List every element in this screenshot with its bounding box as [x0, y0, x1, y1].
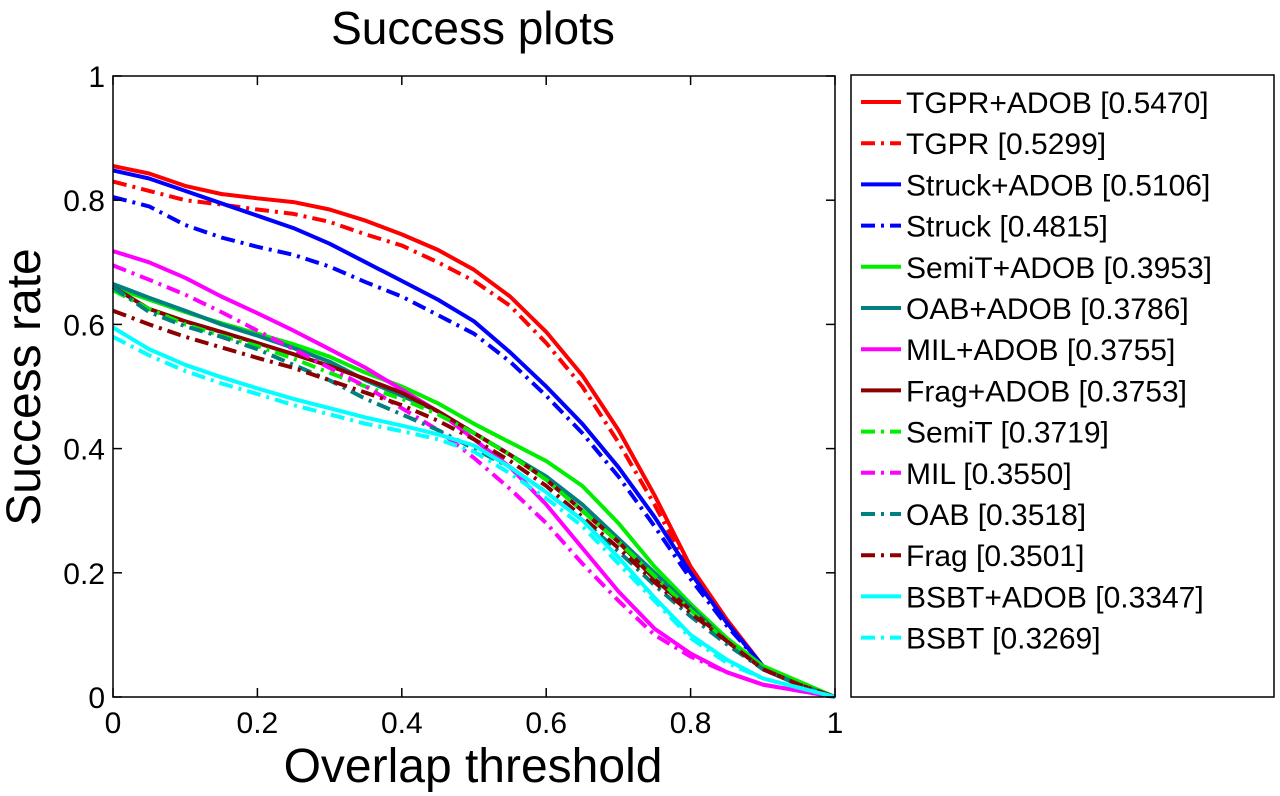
- plot-border: [112, 75, 836, 698]
- series-line-12: [111, 325, 836, 699]
- y-tick-label: 0: [88, 682, 105, 715]
- series-line-8: [112, 288, 836, 699]
- chart-title: Success plots: [331, 2, 615, 54]
- legend: TGPR+ADOB [0.5470] TGPR [0.5299] Struck+AD…: [850, 74, 1275, 698]
- x-tick-label: 0.8: [670, 707, 712, 740]
- x-tick-label: 0: [105, 707, 122, 740]
- legend-label-4: SemiT+ADOB [0.3953]: [906, 252, 1212, 285]
- x-tick-label: 0.6: [525, 707, 567, 740]
- axis-ticks: 0 0.2 0.4 0.6 0.8 1 0 0.2 0.4 0.6 0.8 1: [63, 61, 843, 740]
- series-line-11: [112, 308, 836, 699]
- legend-label-6: MIL+ADOB [0.3755]: [906, 334, 1175, 367]
- legend-label-12: BSBT+ADOB [0.3347]: [906, 581, 1204, 614]
- y-tick-label: 0.2: [63, 558, 105, 591]
- series-line-2: [112, 168, 836, 699]
- y-tick-label: 0.4: [63, 434, 105, 467]
- series-line-13: [112, 335, 836, 699]
- legend-label-9: MIL [0.3550]: [906, 458, 1072, 491]
- legend-label-7: Frag+ADOB [0.3753]: [906, 375, 1187, 408]
- legend-label-5: OAB+ADOB [0.3786]: [906, 293, 1189, 326]
- legend-label-11: Frag [0.3501]: [906, 540, 1084, 573]
- x-axis-title: Overlap threshold: [284, 740, 663, 793]
- legend-label-10: OAB [0.3518]: [906, 499, 1086, 532]
- series-line-9: [112, 263, 836, 699]
- legend-label-0: TGPR+ADOB [0.5470]: [906, 87, 1209, 120]
- x-tick-label: 1: [827, 707, 844, 740]
- legend-label-13: BSBT [0.3269]: [906, 623, 1101, 656]
- legend-box: [850, 74, 1275, 698]
- series-line-3: [112, 195, 836, 699]
- y-tick-label: 0.6: [63, 309, 105, 342]
- series-line-0: [112, 164, 836, 699]
- plot-frame: [112, 75, 836, 698]
- legend-label-3: Struck [0.4815]: [906, 211, 1108, 244]
- legend-label-1: TGPR [0.5299]: [906, 128, 1106, 161]
- y-axis-title: Success rate: [0, 248, 51, 525]
- x-tick-label: 0.4: [381, 707, 423, 740]
- plot-area: [113, 76, 835, 697]
- series-line-10: [111, 285, 836, 699]
- y-tick-label: 0.8: [63, 185, 105, 218]
- y-tick-label: 1: [88, 61, 105, 94]
- series-lines: [111, 164, 836, 699]
- plot-background: [113, 76, 835, 697]
- legend-label-2: Struck+ADOB [0.5106]: [906, 169, 1210, 202]
- x-tick-label: 0.2: [237, 707, 279, 740]
- legend-label-8: SemiT [0.3719]: [906, 417, 1109, 450]
